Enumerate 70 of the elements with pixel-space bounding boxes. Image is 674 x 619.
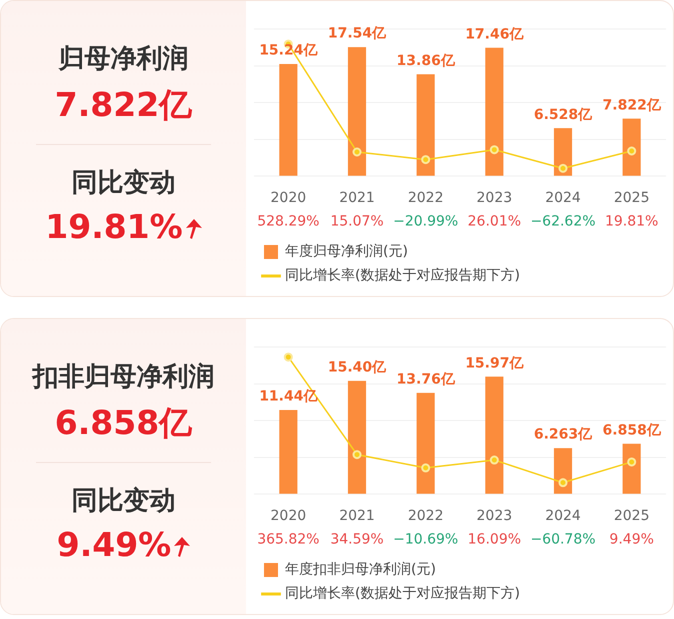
data-label: −60.78%: [530, 532, 596, 548]
point: [352, 450, 362, 460]
point: [352, 148, 362, 157]
bar: [279, 64, 298, 176]
data-label: 17.46亿: [465, 26, 524, 42]
text: 19.81%: [45, 207, 183, 246]
data-label: 26.01%: [468, 214, 522, 230]
legend-label: 年度扣非归母净利润(元): [285, 562, 436, 578]
point: [627, 146, 636, 156]
data-label: 7.822亿: [602, 97, 662, 114]
point: [627, 457, 636, 466]
data-label: 6.263亿: [534, 426, 594, 443]
point: [421, 463, 430, 472]
data-label: 19.81%: [604, 214, 658, 230]
x-tick-label: 2021: [339, 190, 375, 206]
bar: [622, 118, 641, 176]
bar: [622, 444, 641, 494]
legend-label: 同比增长率(数据处于对应报告期下方): [285, 268, 520, 284]
point: [558, 478, 568, 488]
data-label: 34.59%: [330, 532, 384, 548]
data-label: 6.858亿: [602, 422, 662, 438]
text: 同比变动: [72, 168, 176, 198]
point: [284, 352, 293, 362]
x-tick-label: 2020: [270, 190, 306, 206]
point: [558, 164, 568, 173]
point: [490, 145, 499, 154]
data-label: −20.99%: [393, 214, 458, 230]
data-label: 15.07%: [330, 214, 384, 230]
text: 归母净利润: [57, 43, 190, 76]
x-tick-label: 2022: [408, 190, 444, 206]
x-tick-label: 2025: [614, 508, 650, 524]
bar: [554, 128, 572, 176]
data-label: 16.09%: [468, 532, 522, 548]
bar: [485, 48, 504, 176]
x-tick-label: 2023: [476, 508, 512, 524]
data-label: −62.62%: [530, 214, 596, 230]
x-tick-label: 2020: [270, 508, 306, 524]
bar: [416, 392, 435, 494]
data-label: 6.528亿: [534, 106, 594, 123]
x-tick-label: 2021: [339, 508, 375, 524]
text: 6.858亿: [54, 403, 192, 442]
bar: [485, 376, 504, 494]
point: [421, 155, 430, 164]
data-label: 15.40亿: [328, 359, 388, 376]
legend-label: 同比增长率(数据处于对应报告期下方): [285, 586, 520, 602]
data-label: 13.86亿: [396, 52, 456, 69]
data-label: 15.97亿: [465, 355, 524, 372]
text: 扣非归母净利润: [30, 361, 216, 394]
legend-label: 年度归母净利润(元): [285, 244, 408, 260]
x-tick-label: 2024: [545, 190, 581, 206]
x-tick-label: 2022: [408, 508, 444, 524]
data-label: 13.76亿: [396, 372, 456, 388]
data-label: 528.29%: [257, 214, 320, 230]
bar: [279, 410, 298, 494]
bar: [416, 74, 435, 176]
x-tick-label: 2024: [545, 508, 581, 524]
x-tick-label: 2025: [614, 190, 650, 206]
data-label: 17.54亿: [328, 26, 388, 42]
bar: [554, 448, 572, 494]
text: 同比变动: [72, 486, 176, 516]
bar: [348, 380, 366, 494]
data-label: 9.49%: [609, 532, 654, 548]
text: 7.822亿: [54, 85, 192, 124]
data-label: 365.82%: [257, 532, 320, 548]
text: 9.49%: [56, 525, 172, 564]
bar: [348, 47, 366, 176]
data-label: 11.44亿: [259, 388, 318, 405]
x-tick-label: 2023: [476, 190, 512, 206]
data-label: −10.69%: [393, 532, 458, 548]
point: [490, 456, 499, 465]
